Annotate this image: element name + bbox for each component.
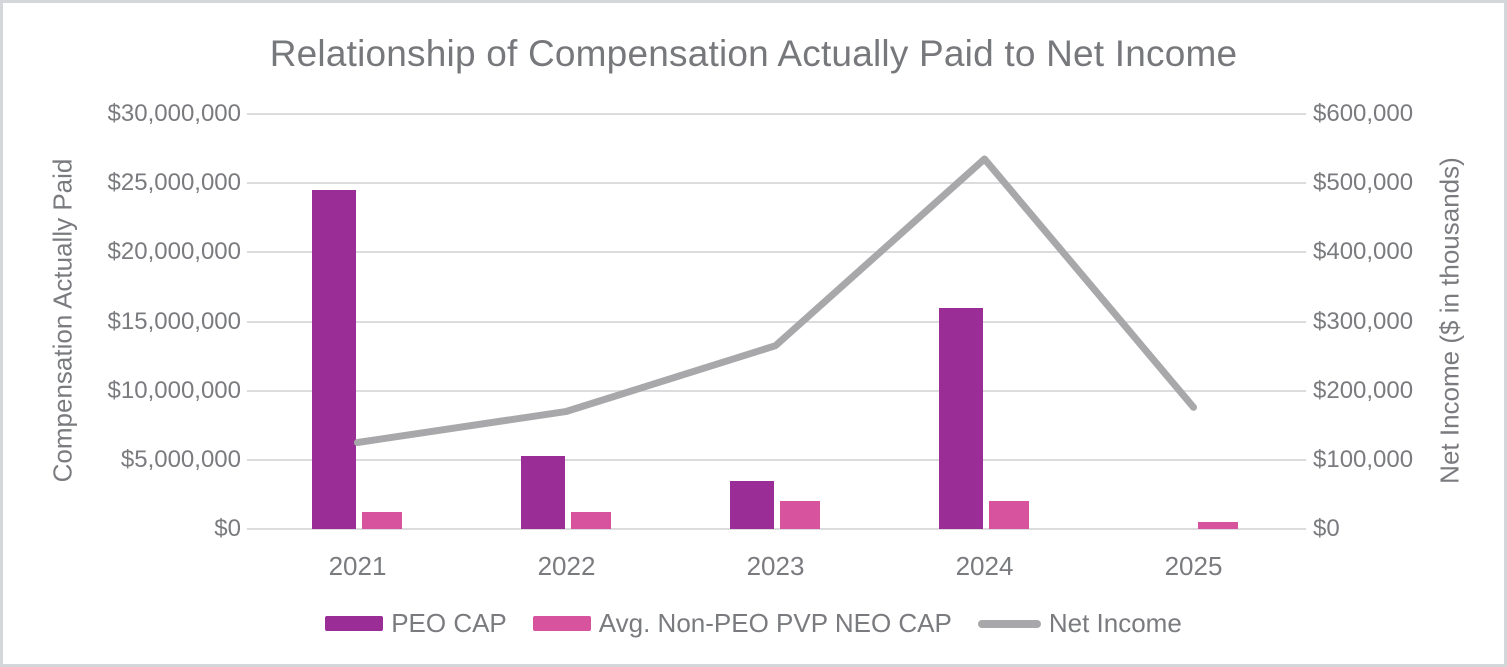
y-axis-tick-label: $0: [214, 515, 241, 542]
plot-area: [247, 113, 1306, 530]
legend-color-swatch: [532, 616, 591, 631]
gridline: [247, 458, 1306, 461]
gridline: [247, 251, 1306, 254]
peo-cap-bar-2024: [938, 307, 983, 529]
legend-item-peo-cap: PEO CAP: [325, 608, 507, 639]
non-peo-cap-bar-2021: [361, 512, 402, 529]
legend-label: Net Income: [1048, 608, 1182, 638]
y-axis-tick-label: $100,000: [1313, 445, 1414, 473]
y-axis-tick-label: $15,000,000: [107, 307, 241, 335]
chart-title: Relationship of Compensation Actually Pa…: [269, 33, 1238, 74]
y-axis-tick-label: $0: [1313, 515, 1340, 542]
y-axis-tick-label: $20,000,000: [107, 238, 241, 266]
y-axis-tick-label: $10,000,000: [107, 376, 241, 404]
non-peo-cap-bar-2024: [988, 500, 1029, 529]
left-axis-ticks: $30,000,000 $25,000,000 $20,000,000 $15,000…: [3, 100, 241, 542]
gridline: [247, 113, 1306, 115]
y-axis-tick-label: $200,000: [1313, 376, 1414, 404]
x-axis-label-2024: 2024: [955, 551, 1014, 581]
y-axis-tick-label: $300,000: [1313, 307, 1414, 335]
y-axis-tick-label: $500,000: [1313, 169, 1414, 197]
gridline: [247, 320, 1306, 323]
gridline: [247, 528, 1306, 530]
y-axis-tick-label: $400,000: [1313, 238, 1414, 266]
net-income-line: [354, 155, 1197, 446]
peo-cap-bar-2021: [311, 190, 356, 529]
legend-line-swatch: [977, 619, 1041, 628]
legend-item-net-income: Net Income: [977, 608, 1182, 639]
y-axis-tick-label: $25,000,000: [107, 169, 241, 197]
legend-label: Avg. Non-PEO PVP NEO CAP: [598, 608, 952, 638]
peo-cap-bar-2023: [729, 480, 774, 529]
right-axis-ticks: $600,000 $500,000 $400,000 $300,000 $200,000…: [1313, 100, 1503, 542]
legend: PEO CAP Avg. Non-PEO PVP NEO CAP Net Incom…: [3, 608, 1504, 639]
gridline: [247, 182, 1306, 185]
y-axis-tick-label: $600,000: [1313, 100, 1414, 127]
peo-cap-bar-2022: [520, 456, 565, 529]
y-axis-tick-label: $30,000,000: [107, 100, 241, 127]
legend-label: PEO CAP: [391, 608, 507, 638]
x-axis-labels: 2021 2022 2023 2024 2025: [253, 551, 1298, 583]
non-peo-cap-bar-2025: [1197, 522, 1238, 529]
legend-item-avg-non-peo-pvp-neo-cap: Avg. Non-PEO PVP NEO CAP: [532, 608, 952, 639]
x-axis-label-2021: 2021: [328, 551, 387, 581]
legend-color-swatch: [325, 616, 384, 631]
y-axis-tick-label: $5,000,000: [120, 445, 241, 473]
non-peo-cap-bar-2023: [779, 501, 820, 529]
x-axis-label-2025: 2025: [1164, 551, 1223, 581]
non-peo-cap-bar-2022: [570, 511, 611, 529]
x-axis-label-2023: 2023: [746, 551, 805, 581]
gridline: [247, 389, 1306, 392]
x-axis-label-2022: 2022: [537, 551, 596, 581]
